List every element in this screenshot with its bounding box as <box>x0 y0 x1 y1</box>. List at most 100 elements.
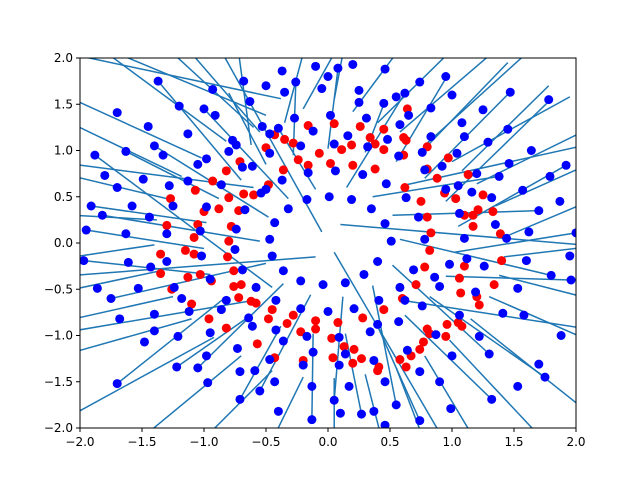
ring-point <box>333 318 343 328</box>
projected-point <box>277 66 287 76</box>
ring-point <box>236 280 246 290</box>
projected-point <box>431 330 441 340</box>
ring-point <box>401 362 411 372</box>
connector-line <box>197 283 284 369</box>
ring-point <box>288 138 298 148</box>
projected-point <box>270 218 280 228</box>
ring-point <box>327 333 337 343</box>
ring-point <box>468 221 478 231</box>
projected-point <box>354 85 364 95</box>
projected-point <box>513 283 523 293</box>
projected-point <box>121 229 131 239</box>
ring-point <box>204 314 214 324</box>
projected-point <box>373 319 383 329</box>
projected-point <box>479 261 489 271</box>
projected-point <box>216 180 226 190</box>
projected-point <box>261 184 271 194</box>
projected-point <box>195 226 205 236</box>
projected-point <box>106 294 116 303</box>
x-tick-label: −0.5 <box>251 435 280 449</box>
connector-line <box>402 299 576 328</box>
projected-point <box>115 314 125 324</box>
projected-point <box>454 310 464 320</box>
connector-line <box>448 339 534 428</box>
ring-point <box>416 196 426 206</box>
projected-points <box>80 59 587 428</box>
projected-point <box>224 146 234 156</box>
connector-line <box>80 318 192 352</box>
projected-point <box>323 72 333 81</box>
ring-point <box>224 236 234 246</box>
projected-point <box>273 123 283 133</box>
connector-line <box>85 58 282 100</box>
projected-point <box>251 282 261 292</box>
projected-point <box>172 362 182 372</box>
projected-point <box>237 162 247 172</box>
ring-point <box>442 319 452 329</box>
x-tick-label: 0.0 <box>318 435 337 449</box>
projected-point <box>462 254 472 264</box>
ring-point <box>293 155 303 165</box>
projected-point <box>490 220 500 229</box>
projected-point <box>230 244 240 254</box>
projected-point <box>112 183 122 192</box>
connector-line <box>152 355 242 428</box>
projected-point <box>302 195 312 205</box>
x-tick-label: −2.0 <box>65 435 94 449</box>
connector-line <box>80 244 155 257</box>
projected-point <box>201 154 211 164</box>
projected-point <box>92 283 102 293</box>
projected-point <box>459 233 469 243</box>
projected-point <box>404 110 414 120</box>
projected-point <box>459 132 469 142</box>
projected-point <box>400 88 410 98</box>
projected-point <box>149 309 159 319</box>
projected-point <box>318 280 328 290</box>
connector-line <box>445 100 550 202</box>
ring-point <box>426 228 436 238</box>
connector-line <box>402 146 576 187</box>
connector-line <box>495 169 576 207</box>
projected-point <box>273 406 283 416</box>
projected-point <box>363 142 373 152</box>
projected-point <box>210 110 220 120</box>
projected-point <box>379 98 389 108</box>
projected-point <box>139 337 149 347</box>
projected-point <box>177 294 187 303</box>
projected-point <box>239 76 249 86</box>
projected-point <box>123 257 133 267</box>
projected-point <box>519 310 529 320</box>
projected-point <box>278 336 288 346</box>
y-tick-label: 0.0 <box>54 236 73 250</box>
projected-point <box>280 87 290 97</box>
ring-point <box>347 140 357 150</box>
ring-point <box>339 342 349 352</box>
projected-point <box>100 170 110 180</box>
projected-point <box>503 124 513 134</box>
projected-point <box>395 120 405 130</box>
ring-point <box>314 148 324 158</box>
ring-point <box>457 321 467 331</box>
connector-line <box>80 295 174 319</box>
connector-line <box>125 150 220 200</box>
connector-line <box>112 58 227 142</box>
projected-point <box>435 281 445 291</box>
ring-point <box>422 212 432 222</box>
ring-point <box>156 249 166 259</box>
connector-line <box>507 205 576 237</box>
projected-point <box>183 129 193 139</box>
ring-point <box>246 296 256 306</box>
projected-point <box>494 171 504 181</box>
ring-point <box>432 173 442 183</box>
connector-line <box>194 58 261 133</box>
ring-point <box>183 272 193 282</box>
projected-point <box>386 236 396 246</box>
projected-point <box>323 306 333 316</box>
projected-point <box>250 366 260 376</box>
connector-line <box>239 325 282 400</box>
connector-line <box>391 264 490 355</box>
projected-point <box>578 290 587 299</box>
ring-point <box>267 305 277 315</box>
y-tick-label: 2.0 <box>54 51 73 65</box>
projected-point <box>325 110 335 120</box>
